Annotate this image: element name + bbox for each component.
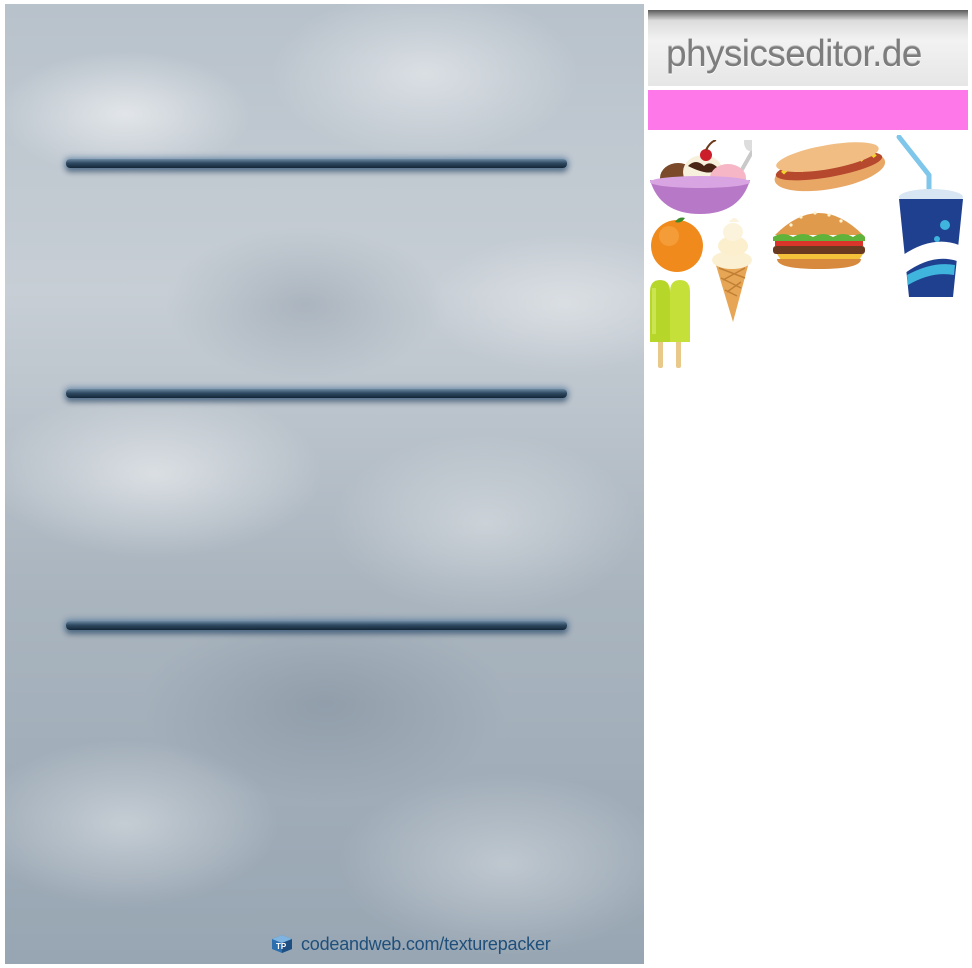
pink-bar-sprite (648, 90, 968, 130)
background-texture: TP codeandweb.com/texturepacker (5, 4, 644, 964)
shelf-middle (66, 389, 567, 398)
ice-cream-cone-sprite (712, 218, 752, 322)
texturepacker-cube-icon: TP (272, 935, 292, 953)
texturepacker-credit: TP codeandweb.com/texturepacker (271, 933, 551, 955)
credit-link-text: codeandweb.com/texturepacker (301, 933, 551, 954)
logo-text: physicseditor.de (666, 33, 922, 74)
hamburger-sprite (773, 211, 865, 269)
soda-cup-sprite (896, 135, 963, 297)
svg-text:TP: TP (276, 942, 287, 951)
hotdog-sprite (774, 142, 886, 192)
shelf-bottom (66, 621, 567, 630)
physicseditor-logo-banner: physicseditor.de (648, 10, 968, 86)
orange-sprite (651, 217, 703, 272)
shelf-top (66, 159, 567, 168)
popsicle-sprite (650, 280, 690, 368)
ice-cream-sundae-sprite (650, 140, 752, 214)
